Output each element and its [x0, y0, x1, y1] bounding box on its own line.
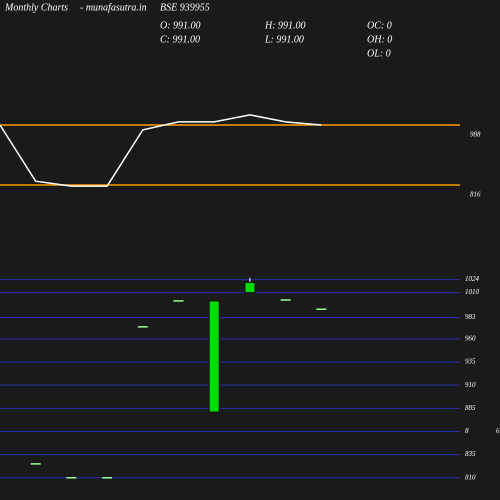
open: O: 991.00	[160, 20, 201, 31]
candle-body	[244, 281, 256, 294]
y-tick-label: 910	[465, 381, 476, 389]
low: L: 991.00	[264, 34, 304, 45]
oc: OC: 0	[367, 20, 392, 31]
oh: OH: 0	[367, 34, 392, 45]
y-tick-label: 810	[465, 473, 476, 481]
y-tick-label: 983	[465, 313, 476, 321]
y-tick-label: 935	[465, 358, 476, 366]
symbol: BSE 939955	[160, 2, 210, 13]
y-tick-label: 1024	[465, 275, 480, 283]
y-tick-label: 8	[465, 427, 469, 435]
chart-title: Monthly Charts	[4, 2, 68, 13]
ol: OL: 0	[367, 48, 391, 59]
extra-label: 6	[496, 427, 500, 435]
price-line	[0, 114, 322, 187]
y-tick-label: 988	[470, 131, 481, 139]
high: H: 991.00	[264, 20, 306, 31]
close: C: 991.00	[160, 34, 200, 45]
candle-body	[208, 300, 220, 413]
y-tick-label: 1010	[465, 288, 480, 296]
y-tick-label: 835	[465, 450, 476, 458]
y-tick-label: 816	[470, 191, 481, 199]
site: - munafasutra.in	[80, 2, 147, 13]
y-tick-label: 960	[465, 334, 476, 342]
y-tick-label: 885	[465, 404, 476, 412]
